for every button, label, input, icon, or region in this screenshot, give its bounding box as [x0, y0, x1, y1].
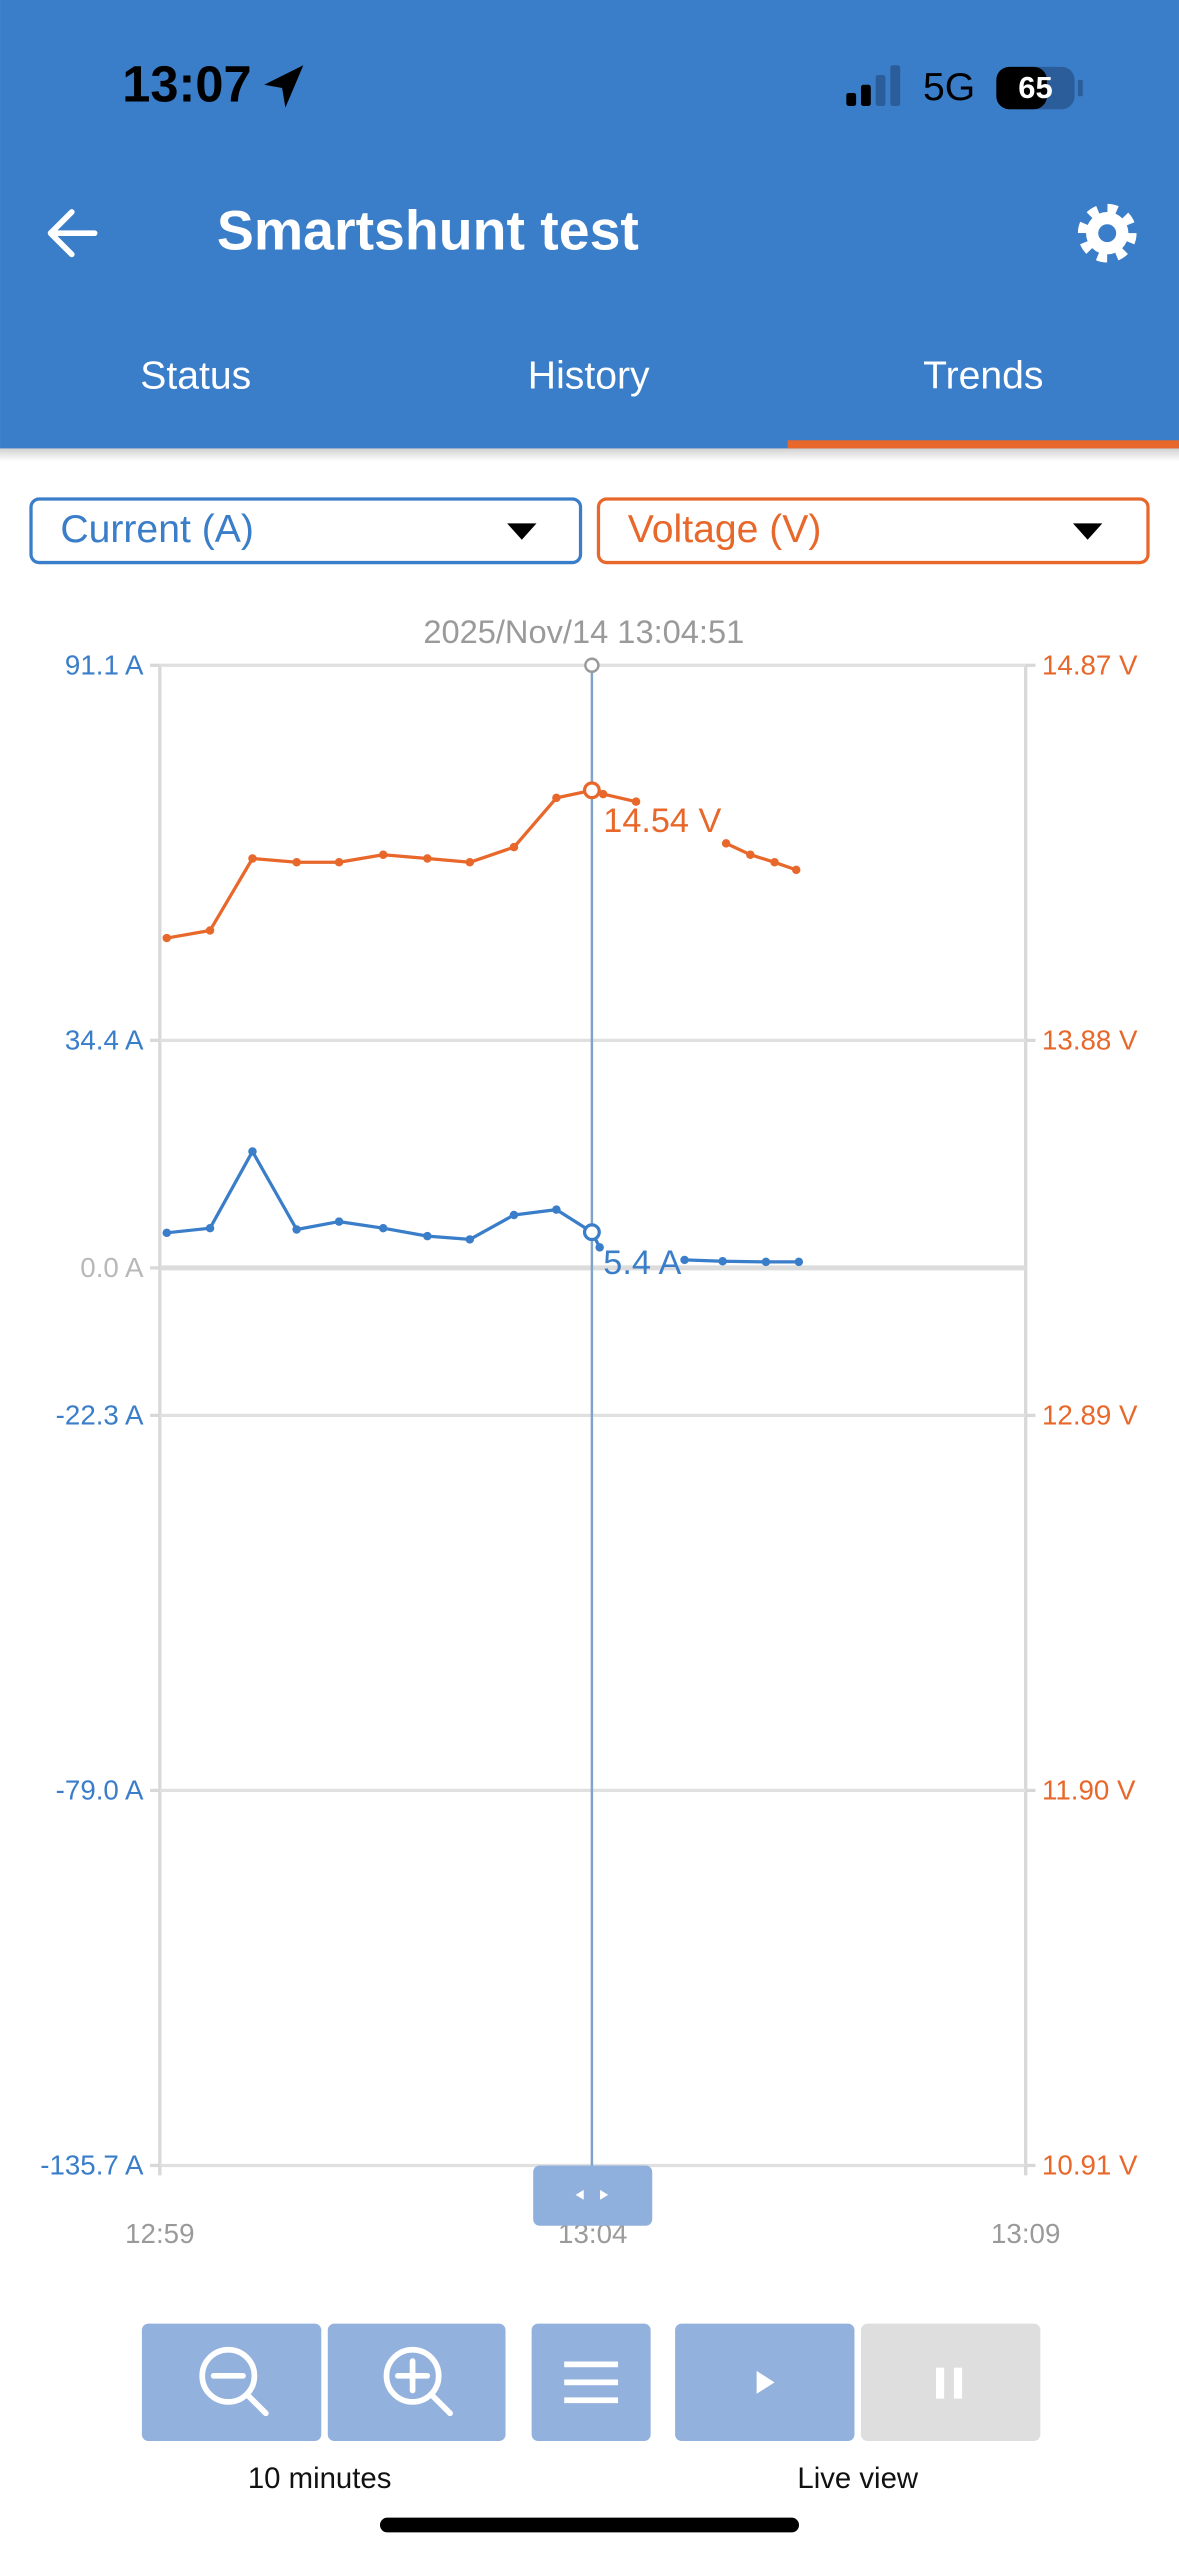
point	[509, 842, 519, 852]
y-tick-label: 91.1 A	[65, 649, 144, 680]
header-shadow	[0, 448, 1179, 462]
point	[334, 1217, 344, 1226]
point	[423, 854, 432, 863]
point	[598, 789, 608, 799]
menu-button[interactable]	[531, 2323, 651, 2442]
cursor-time: 2025/Nov/14 13:04:51	[423, 613, 744, 650]
point	[509, 1210, 519, 1220]
point	[680, 1255, 689, 1265]
home-indicator	[379, 2517, 800, 2533]
point	[761, 1257, 771, 1267]
y2-tick-label: 14.87 V	[1042, 649, 1138, 680]
y2-tick-label: 13.88 V	[1042, 1024, 1138, 1055]
back-button[interactable]	[47, 209, 98, 258]
app-header	[0, 0, 1179, 449]
dropdown-arrow	[507, 523, 537, 540]
point	[595, 1243, 604, 1252]
point	[552, 1205, 561, 1214]
point	[378, 850, 388, 859]
point	[465, 858, 475, 867]
signal-icon	[846, 65, 901, 106]
point	[162, 1228, 171, 1238]
location-icon	[264, 65, 304, 108]
point	[292, 1225, 301, 1234]
selector-label: Voltage (V)	[628, 508, 822, 551]
tab[interactable]: Status	[140, 355, 251, 398]
y-tick-label: -22.3 A	[56, 1399, 144, 1430]
point	[205, 1223, 215, 1233]
value-label: 14.54 V	[603, 802, 721, 840]
point	[292, 858, 301, 867]
x-tick-label: 12:59	[125, 2218, 194, 2249]
cursor-handle[interactable]	[533, 2165, 653, 2226]
point	[205, 926, 215, 935]
point	[631, 797, 641, 806]
page-title: Smartshunt test	[217, 199, 639, 261]
point	[465, 1235, 475, 1244]
y-tick-label: 34.4 A	[65, 1024, 144, 1055]
dropdown-arrow	[1072, 523, 1103, 540]
settings-button[interactable]	[1077, 203, 1137, 263]
point	[248, 854, 257, 863]
battery-label: 65	[1018, 70, 1052, 105]
point	[378, 1223, 388, 1233]
series-selector[interactable]	[596, 497, 1150, 565]
point	[770, 858, 779, 867]
clock: 13:07	[122, 55, 251, 112]
point	[746, 850, 755, 859]
point	[552, 793, 561, 803]
chart: 2025/Nov/14 13:04:51 91.1 A 34.4 A 0.0 A -2…	[40, 613, 1138, 2249]
battery-tip	[1077, 79, 1083, 97]
zoom-in-button[interactable]	[327, 2323, 506, 2442]
network-label: 5G	[923, 66, 975, 109]
y2-tick-label: 10.91 V	[1042, 2149, 1138, 2180]
tab-indicator	[787, 440, 1179, 449]
y2-tick-label: 11.90 V	[1042, 1774, 1136, 1805]
series-selector[interactable]	[29, 497, 583, 565]
y-tick-label: 0.0 A	[80, 1252, 144, 1283]
point	[334, 858, 344, 867]
point	[718, 1257, 727, 1266]
value-label: 5.4 A	[603, 1244, 681, 1282]
tab[interactable]: History	[528, 355, 650, 398]
x-tick-label: 13:09	[991, 2218, 1060, 2249]
live-label: Live view	[797, 2462, 918, 2495]
point	[162, 933, 171, 943]
tab-active[interactable]: Trends	[923, 355, 1043, 398]
selector-label: Current (A)	[60, 508, 253, 551]
cursor-handle-body	[533, 2165, 653, 2226]
point	[248, 1147, 257, 1156]
highlight-point	[582, 781, 601, 800]
y-tick-label: -135.7 A	[40, 2149, 144, 2180]
series-line	[166, 1149, 799, 1264]
point	[721, 839, 731, 848]
play-button[interactable]	[675, 2323, 855, 2442]
y-tick-label: -79.0 A	[56, 1774, 144, 1805]
pause-button[interactable]	[860, 2323, 1041, 2442]
zoom-label: 10 minutes	[248, 2462, 392, 2495]
point	[791, 865, 801, 875]
battery-level	[996, 66, 1047, 110]
point	[423, 1231, 432, 1241]
zoom-out-button[interactable]	[141, 2323, 322, 2442]
highlight-point	[582, 1223, 601, 1242]
cursor-top	[584, 657, 600, 674]
point	[794, 1257, 804, 1267]
y2-tick-label: 12.89 V	[1042, 1399, 1138, 1430]
